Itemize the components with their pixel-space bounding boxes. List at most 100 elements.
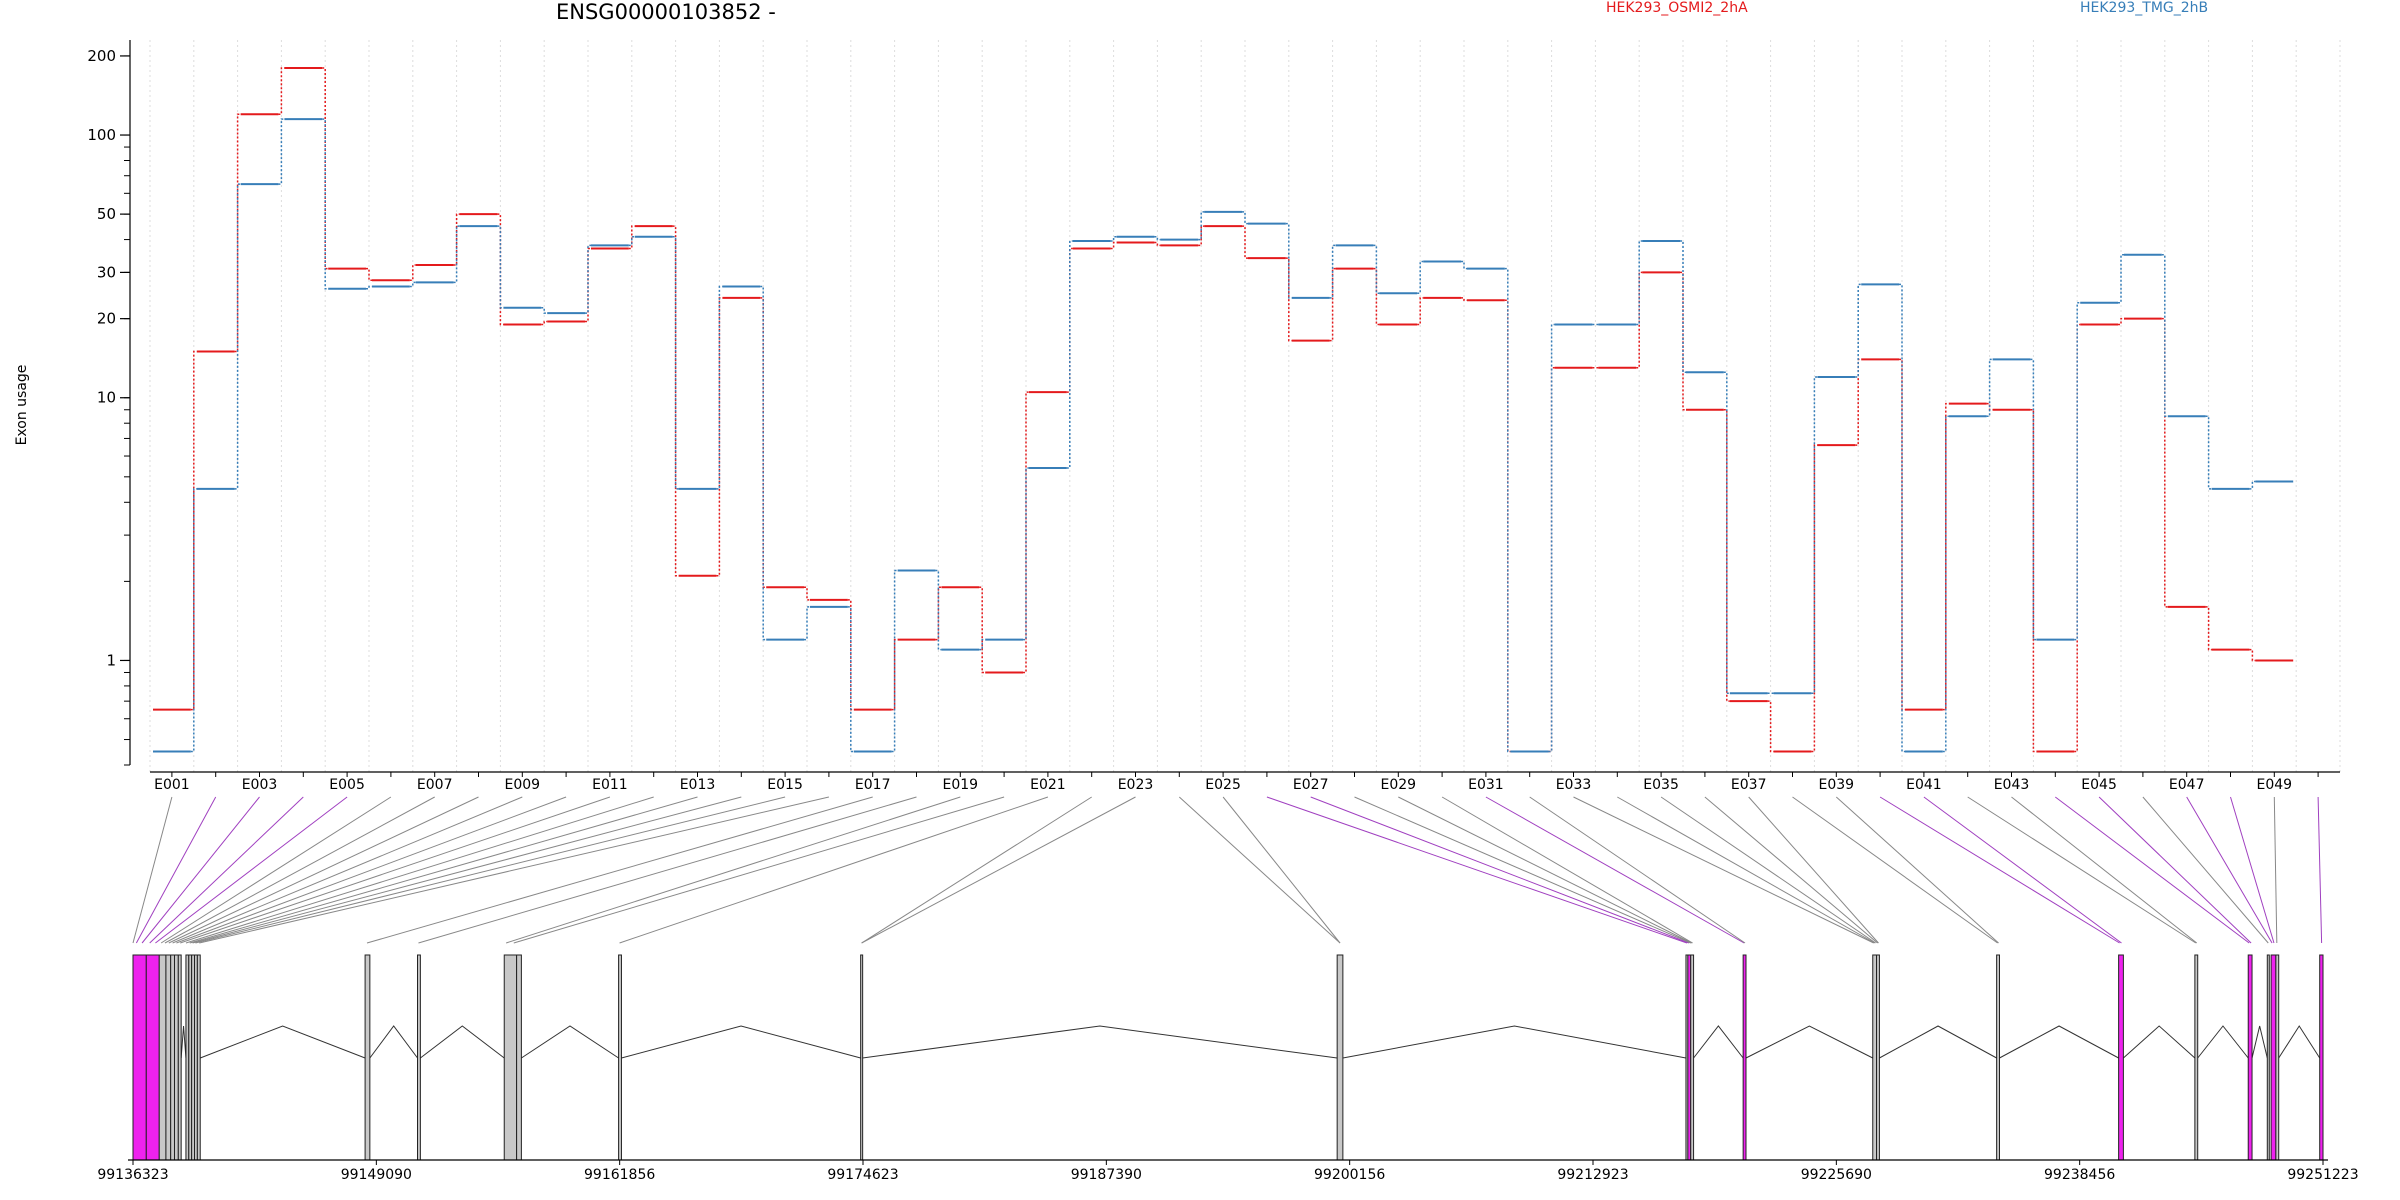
exon-connector-line bbox=[366, 796, 873, 944]
series-0 bbox=[153, 66, 2294, 753]
intron-line bbox=[1745, 1025, 1873, 1059]
data-connector bbox=[979, 586, 986, 674]
data-connector bbox=[585, 244, 591, 314]
exon-connector-line bbox=[1704, 796, 1878, 944]
data-connector bbox=[1285, 222, 1292, 299]
data-connector bbox=[716, 297, 723, 577]
exon-connector-line bbox=[2098, 796, 2252, 944]
data-connector bbox=[760, 297, 767, 588]
genomic-tick-label: 99212923 bbox=[1557, 1167, 1628, 1183]
exon-connector-line bbox=[1573, 796, 1874, 944]
exon-connector-line bbox=[155, 796, 348, 944]
exon-connector-line bbox=[1529, 796, 1746, 944]
y-tick-label: 1 bbox=[106, 651, 116, 669]
data-connector bbox=[366, 285, 372, 290]
data-connector bbox=[1767, 700, 1774, 753]
intron-line bbox=[1879, 1025, 1997, 1059]
x-tick-label: E043 bbox=[1994, 777, 2030, 793]
genomic-tick-label: 99200156 bbox=[1314, 1167, 1385, 1183]
x-tick-label: E025 bbox=[1205, 777, 1241, 793]
data-connector bbox=[1373, 267, 1380, 326]
gene-model-track: 99136323 99149090 99161856 99174623 99187390… bbox=[97, 954, 2359, 1183]
exon-box bbox=[2275, 954, 2280, 1161]
exon-connector-line bbox=[172, 796, 523, 944]
exon-connector-line bbox=[1923, 796, 2122, 944]
data-connector bbox=[1373, 244, 1380, 294]
y-tick-label: 200 bbox=[87, 47, 116, 65]
exon-connector-line bbox=[2054, 796, 2250, 944]
exon-box bbox=[132, 954, 147, 1161]
exon-box bbox=[145, 954, 160, 1161]
exon-connector-line bbox=[2142, 796, 2269, 944]
exon-connector-line bbox=[164, 796, 435, 944]
data-connector bbox=[1198, 225, 1205, 247]
exon-box bbox=[2266, 954, 2270, 1161]
x-tick-label: E049 bbox=[2257, 777, 2293, 793]
data-connector bbox=[847, 599, 854, 711]
exon-box bbox=[1876, 954, 1880, 1161]
data-connector bbox=[1680, 271, 1686, 411]
data-connector bbox=[891, 569, 898, 753]
intron-line bbox=[1999, 1025, 2119, 1059]
exon-connector-line bbox=[180, 796, 611, 944]
intron-line bbox=[369, 1025, 418, 1059]
exon-box bbox=[173, 954, 179, 1161]
exon-connector-line bbox=[1835, 796, 1999, 944]
intron-line bbox=[521, 1025, 619, 1059]
data-connector bbox=[1110, 241, 1117, 250]
intron-line bbox=[2123, 1025, 2196, 1059]
exon-connector-line bbox=[2011, 796, 2198, 944]
exon-box bbox=[1996, 954, 2000, 1161]
data-connector bbox=[1329, 244, 1336, 299]
exon-connector-line bbox=[418, 796, 917, 944]
genomic-tick-label: 99149090 bbox=[341, 1167, 412, 1183]
exon-box bbox=[196, 954, 201, 1161]
x-tick-label: E011 bbox=[592, 777, 628, 793]
data-connector bbox=[979, 638, 986, 651]
intron-line bbox=[2197, 1025, 2249, 1059]
data-connector bbox=[1110, 236, 1117, 242]
x-tick-label: E015 bbox=[767, 777, 803, 793]
exon-connector-line bbox=[2317, 796, 2323, 944]
data-connector bbox=[1811, 376, 1818, 695]
x-tick-label: E033 bbox=[1556, 777, 1592, 793]
exon-box bbox=[158, 954, 167, 1161]
exon-connector-line bbox=[2230, 796, 2275, 944]
exon-connector-line bbox=[1792, 796, 1998, 944]
data-connector bbox=[1329, 267, 1336, 342]
data-connector bbox=[497, 225, 504, 309]
exon-box bbox=[165, 954, 172, 1161]
data-connector bbox=[1461, 260, 1467, 270]
exon-box bbox=[503, 954, 518, 1161]
data-connector bbox=[1066, 240, 1073, 469]
x-tick-label: E047 bbox=[2169, 777, 2205, 793]
x-tick-label: E029 bbox=[1381, 777, 1417, 793]
data-connector bbox=[847, 606, 854, 753]
data-connector bbox=[1899, 283, 1905, 753]
x-tick-label: E031 bbox=[1468, 777, 1504, 793]
data-connector bbox=[190, 350, 197, 711]
exon-connector-line bbox=[149, 796, 304, 944]
intron-line bbox=[180, 1025, 187, 1059]
exon-connector-line bbox=[195, 796, 786, 944]
exon-box bbox=[2270, 954, 2277, 1161]
data-connector bbox=[1461, 297, 1467, 302]
data-connector bbox=[1285, 257, 1292, 342]
exon-box bbox=[618, 954, 622, 1161]
exon-connector-line bbox=[192, 796, 742, 944]
x-tick-label: E001 bbox=[154, 777, 190, 793]
data-connector bbox=[672, 225, 679, 577]
data-connector bbox=[1723, 409, 1730, 702]
x-tick-label: E035 bbox=[1643, 777, 1679, 793]
data-connector bbox=[1242, 211, 1248, 225]
data-connector bbox=[1680, 240, 1686, 374]
exon-connector-line bbox=[505, 796, 961, 944]
data-connector bbox=[541, 307, 548, 314]
exon-connector-line bbox=[861, 796, 1136, 944]
axis-layer: 1 10 20 30 50 100 200 E001 E003 E005 E007 E009 E011 E… bbox=[87, 40, 2340, 793]
exon-connector-line bbox=[1398, 796, 1692, 944]
y-tick-label: 30 bbox=[97, 263, 116, 281]
data-connector bbox=[2205, 606, 2212, 651]
exon-connector-line bbox=[619, 796, 1049, 944]
